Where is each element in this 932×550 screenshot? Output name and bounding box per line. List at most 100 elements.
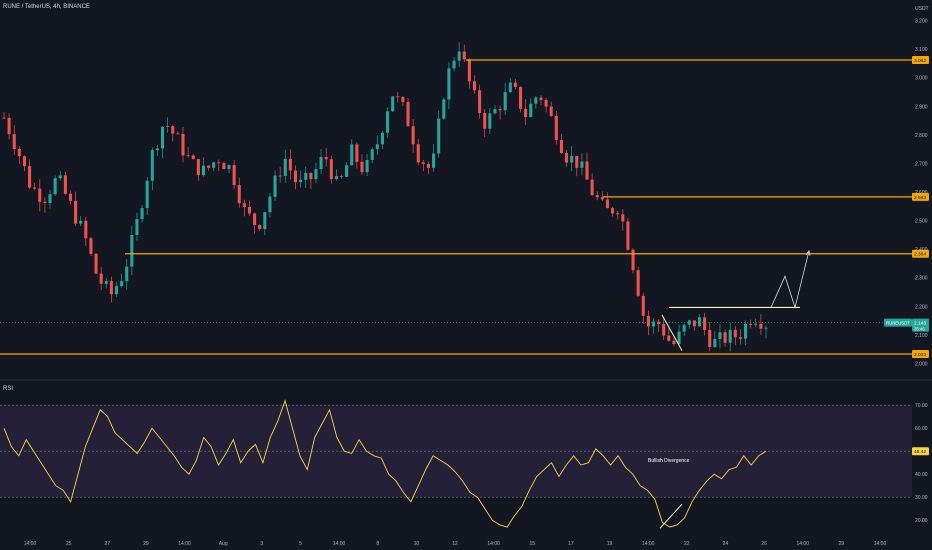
candle-body[interactable] <box>283 158 287 176</box>
candle[interactable] <box>299 170 303 188</box>
candle-body[interactable] <box>17 148 21 157</box>
candle[interactable] <box>631 248 635 274</box>
candle-body[interactable] <box>744 323 748 339</box>
candle[interactable] <box>334 169 338 181</box>
candle[interactable] <box>263 211 267 236</box>
candle-body[interactable] <box>288 158 292 171</box>
candle[interactable] <box>411 118 415 153</box>
candle-body[interactable] <box>682 324 686 332</box>
candle-body[interactable] <box>12 134 16 149</box>
candle[interactable] <box>457 42 461 67</box>
candle-body[interactable] <box>293 170 298 183</box>
candle-body[interactable] <box>339 176 344 177</box>
candle[interactable] <box>293 165 298 190</box>
candle[interactable] <box>493 105 497 115</box>
candle-body[interactable] <box>600 197 604 200</box>
candle[interactable] <box>467 57 471 89</box>
candle-body[interactable] <box>109 281 113 295</box>
candle[interactable] <box>63 172 67 196</box>
candle-body[interactable] <box>585 161 589 180</box>
candle-body[interactable] <box>324 157 328 160</box>
candle[interactable] <box>437 110 441 158</box>
candle-body[interactable] <box>196 159 200 176</box>
candle[interactable] <box>585 152 589 180</box>
candle[interactable] <box>268 192 272 218</box>
candle-body[interactable] <box>657 321 661 325</box>
candle[interactable] <box>432 143 436 172</box>
candle[interactable] <box>350 139 354 166</box>
candle[interactable] <box>253 212 257 234</box>
candle-body[interactable] <box>278 175 282 177</box>
candle[interactable] <box>626 217 630 251</box>
candle-body[interactable] <box>380 132 384 145</box>
candle[interactable] <box>355 142 359 169</box>
candle-body[interactable] <box>457 51 461 61</box>
candle[interactable] <box>391 96 395 112</box>
candle-body[interactable] <box>570 155 574 163</box>
candle[interactable] <box>575 155 579 177</box>
candle[interactable] <box>524 99 528 126</box>
candle-body[interactable] <box>84 220 88 239</box>
candle[interactable] <box>176 130 180 135</box>
candle-body[interactable] <box>508 82 512 93</box>
candle[interactable] <box>406 98 410 127</box>
candle[interactable] <box>278 166 282 183</box>
candle-body[interactable] <box>764 327 768 329</box>
candle[interactable] <box>145 176 149 215</box>
candle-body[interactable] <box>94 253 98 274</box>
candle-body[interactable] <box>247 207 252 214</box>
candle-body[interactable] <box>493 109 497 114</box>
candle[interactable] <box>247 200 252 217</box>
candle[interactable] <box>539 95 543 106</box>
candle-body[interactable] <box>28 166 32 188</box>
candle-body[interactable] <box>309 172 313 180</box>
candle[interactable] <box>472 75 477 94</box>
candle[interactable] <box>616 210 620 220</box>
candle-body[interactable] <box>166 126 170 127</box>
candle[interactable] <box>191 153 195 160</box>
candle[interactable] <box>237 177 241 208</box>
candle-body[interactable] <box>426 163 431 168</box>
candle[interactable] <box>150 147 154 191</box>
candle-body[interactable] <box>386 111 390 133</box>
candle-body[interactable] <box>733 329 737 338</box>
candle[interactable] <box>621 209 625 231</box>
candle[interactable] <box>114 281 119 297</box>
candle[interactable] <box>401 95 405 106</box>
candle[interactable] <box>498 105 502 120</box>
candle[interactable] <box>12 125 16 155</box>
candle[interactable] <box>84 216 88 246</box>
candle-body[interactable] <box>605 199 609 209</box>
candle-body[interactable] <box>201 165 205 176</box>
candle-body[interactable] <box>186 155 190 157</box>
candle[interactable] <box>386 107 390 138</box>
candle-body[interactable] <box>708 329 712 347</box>
candle-body[interactable] <box>43 201 47 204</box>
candle[interactable] <box>120 273 124 288</box>
candle[interactable] <box>43 197 47 213</box>
candle[interactable] <box>22 155 26 172</box>
candle[interactable] <box>345 162 349 178</box>
candle-body[interactable] <box>554 115 558 140</box>
candle-body[interactable] <box>472 81 477 91</box>
candle[interactable] <box>68 190 73 205</box>
candle[interactable] <box>258 224 262 231</box>
candle[interactable] <box>283 149 287 183</box>
candle-body[interactable] <box>539 97 543 101</box>
candle-body[interactable] <box>273 175 277 197</box>
candle[interactable] <box>611 206 615 217</box>
candle-body[interactable] <box>99 273 103 284</box>
candle-body[interactable] <box>232 165 236 186</box>
candle[interactable] <box>375 135 379 155</box>
candle[interactable] <box>759 314 763 335</box>
candle[interactable] <box>662 317 666 340</box>
candle[interactable] <box>324 148 328 167</box>
candle-body[interactable] <box>687 320 691 325</box>
candle[interactable] <box>570 146 574 172</box>
candle-body[interactable] <box>442 99 446 119</box>
candle[interactable] <box>99 266 103 291</box>
candle[interactable] <box>483 109 487 137</box>
candle-body[interactable] <box>621 214 625 222</box>
candle-body[interactable] <box>503 92 507 111</box>
candle[interactable] <box>329 155 333 184</box>
